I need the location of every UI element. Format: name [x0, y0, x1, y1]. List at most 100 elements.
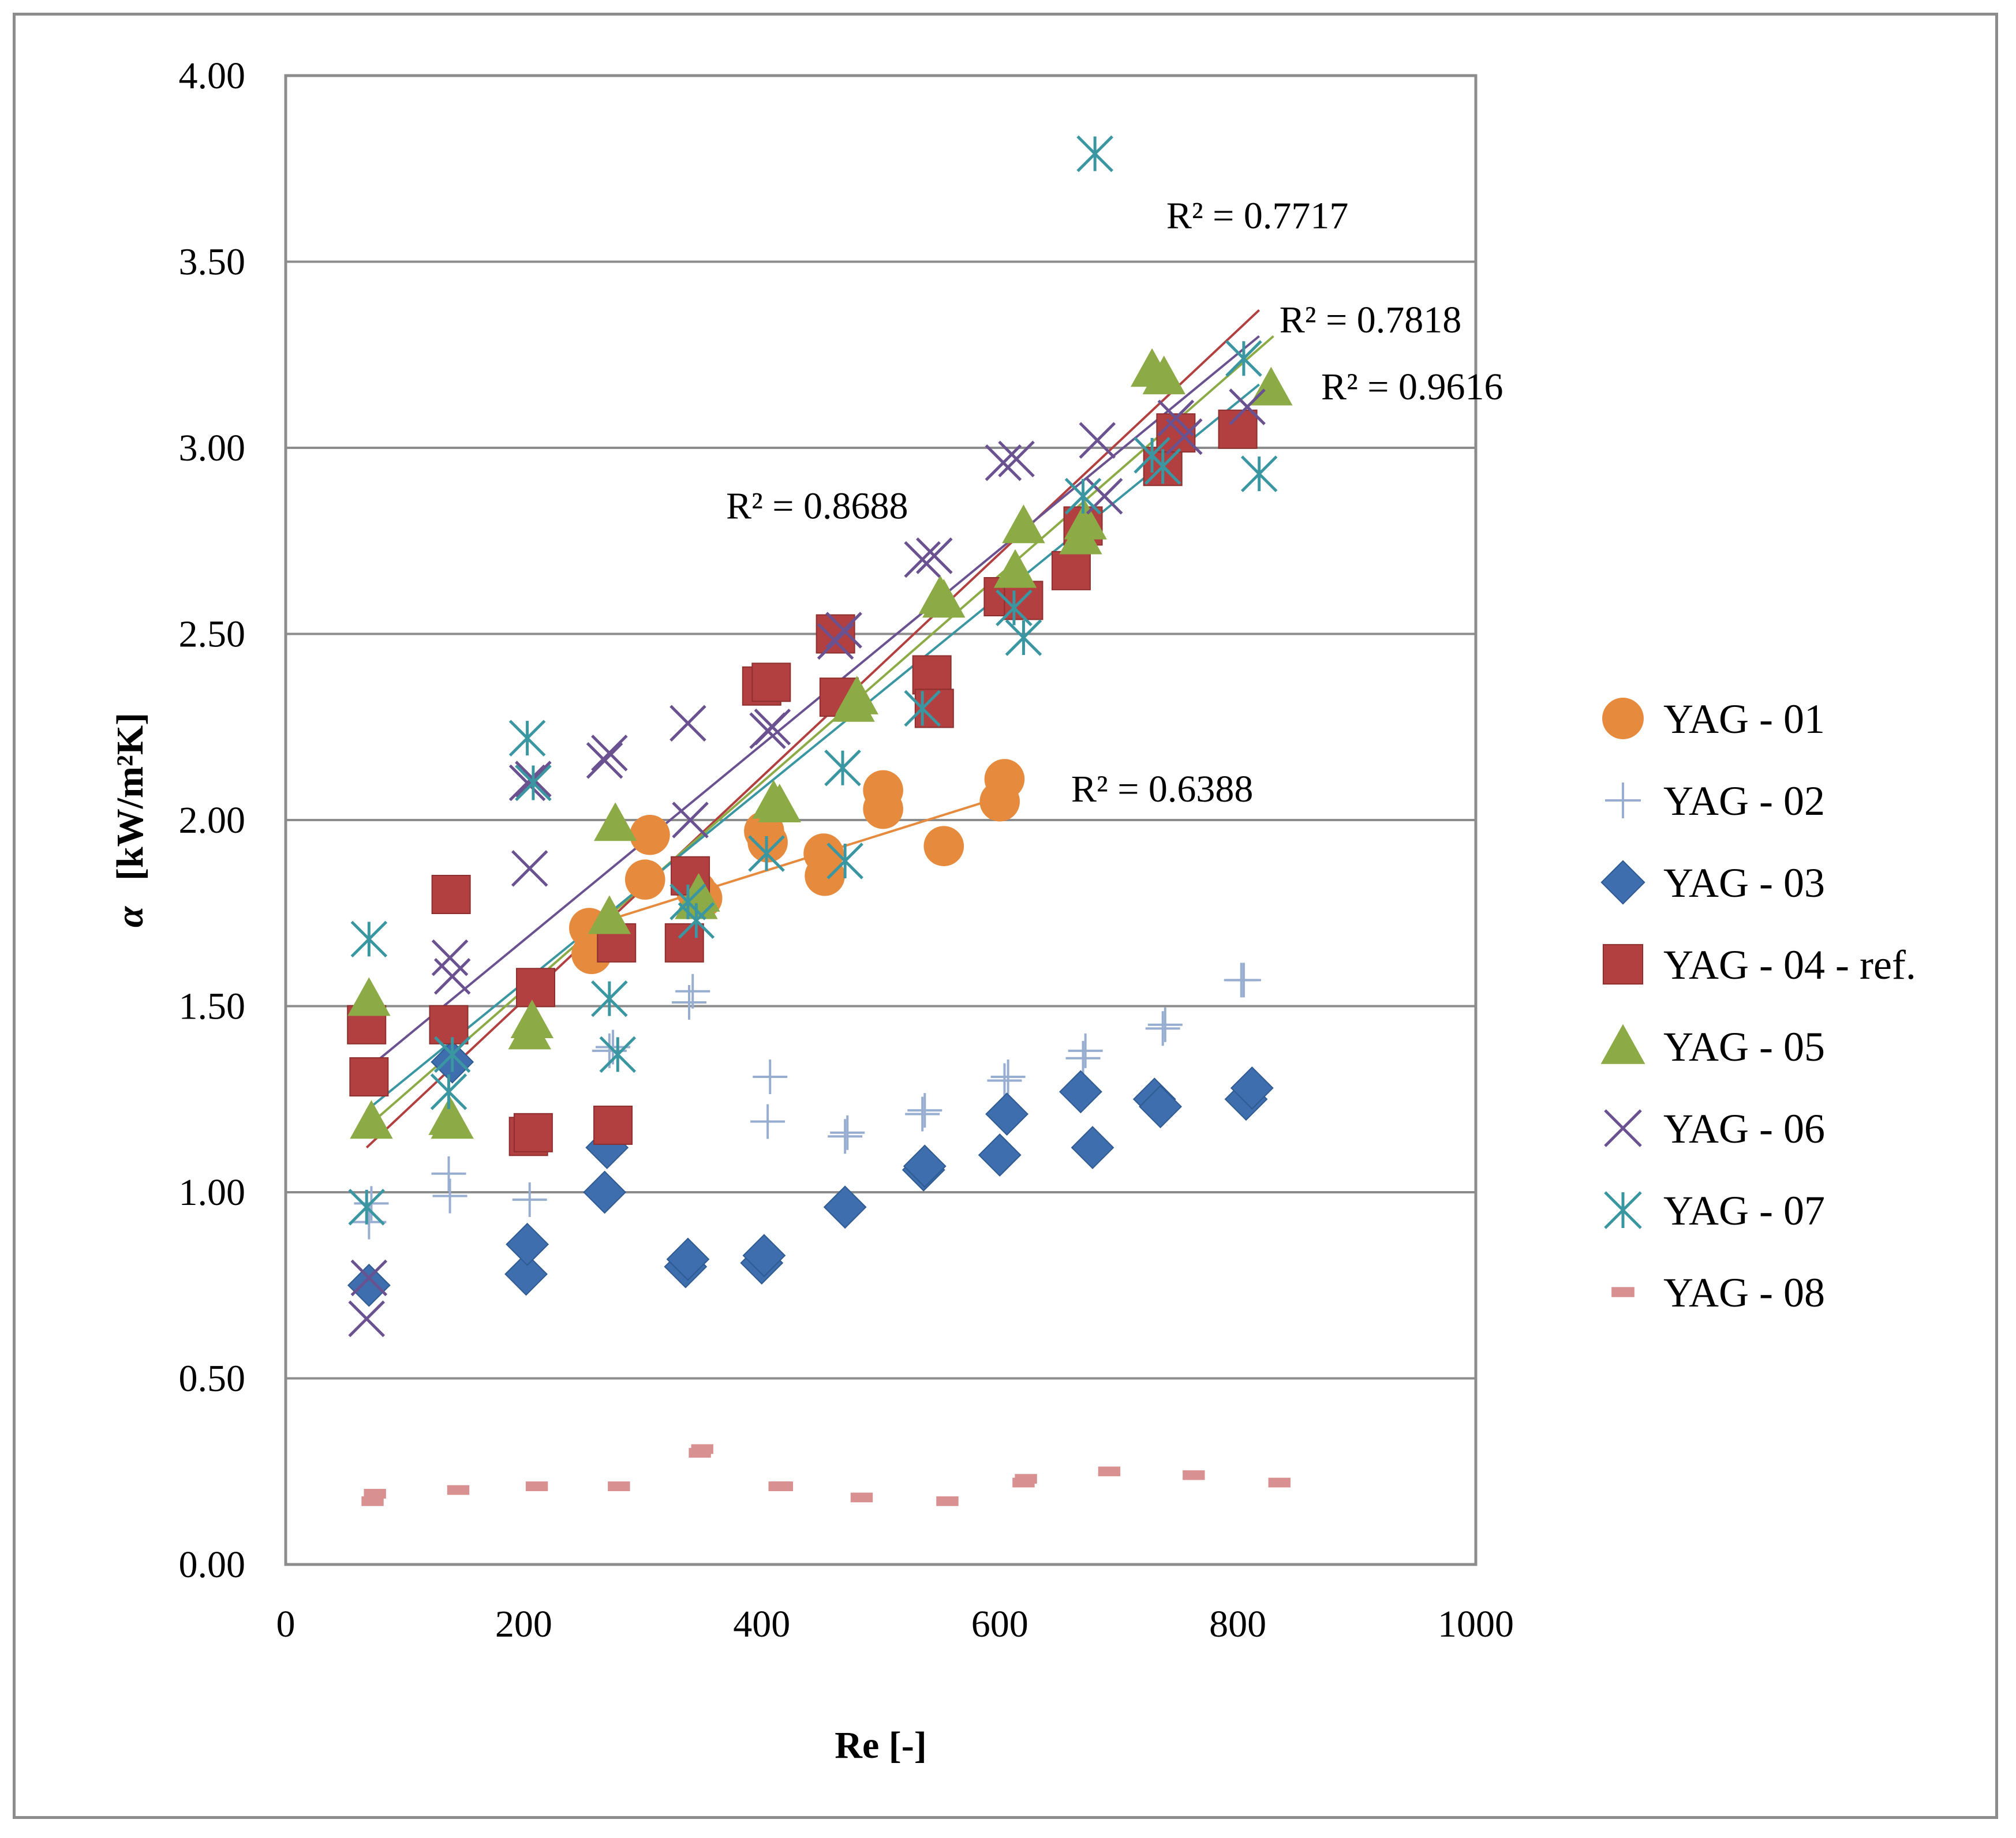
legend-marker [1604, 1109, 1642, 1147]
point-yag-08 [850, 1492, 873, 1503]
legend-marker [1602, 944, 1644, 985]
x-tick-label: 600 [971, 1603, 1028, 1645]
point-yag-02 [1068, 1033, 1103, 1068]
point-yag-06 [672, 802, 709, 838]
point-yag-08 [608, 1481, 630, 1491]
point-yag-07 [1225, 340, 1262, 377]
point-yag-07 [1144, 448, 1181, 485]
point-yag-07 [748, 835, 785, 872]
point-yag-07 [348, 1189, 385, 1226]
point-yag-08 [1268, 1477, 1291, 1488]
point-yag-08 [691, 1444, 713, 1454]
point-yag-06 [669, 705, 706, 742]
point-yag-01 [863, 788, 903, 829]
point-yag-01 [630, 815, 670, 855]
legend-label: YAG - 01 [1663, 696, 1825, 742]
point-yag-07 [824, 749, 861, 787]
point-yag-06 [1166, 418, 1203, 455]
legend-label: YAG - 08 [1663, 1270, 1825, 1316]
legend: YAG - 01 YAG - 02 YAG - 03 YAG - 04 - ref. Y… [1600, 696, 1916, 1316]
legend-marker [1602, 698, 1644, 739]
point-yag-07 [599, 1036, 637, 1073]
point-yag-07 [1064, 478, 1102, 515]
point-yag-07 [678, 902, 715, 939]
gridlines [286, 74, 1476, 1380]
point-yag-07 [904, 690, 941, 727]
point-yag-02 [987, 1063, 1022, 1098]
point-yag-02 [907, 1093, 942, 1128]
point-yag-08 [1015, 1474, 1037, 1484]
point-yag-03 [903, 1144, 947, 1188]
point-yag-07 [508, 720, 546, 757]
point-yag-02 [1226, 963, 1261, 998]
point-yag-03 [742, 1234, 786, 1278]
point-yag-05 [758, 784, 801, 822]
y-axis-symbol: α [109, 905, 151, 927]
point-yag-06 [1229, 388, 1266, 425]
point-yag-06 [754, 708, 791, 746]
point-yag-02 [432, 1178, 467, 1214]
plot-area [284, 74, 1478, 1566]
legend-item-yag-07: YAG - 07 [1604, 1188, 1825, 1234]
point-yag-06 [916, 537, 953, 574]
point-yag-05 [510, 1000, 554, 1039]
point-yag-05 [431, 1100, 474, 1139]
legend-marker [1604, 1191, 1642, 1229]
point-yag-08 [1098, 1466, 1121, 1477]
point-yag-07 [996, 589, 1033, 627]
point-yag-05 [1142, 355, 1185, 395]
y-tick-label: 3.50 [179, 241, 246, 283]
point-yag-03 [823, 1185, 867, 1229]
point-yag-07 [433, 1036, 471, 1073]
legend-label: YAG - 06 [1663, 1106, 1825, 1152]
x-tick-label: 1000 [1438, 1603, 1514, 1645]
point-yag-05 [1002, 504, 1045, 544]
point-yag-06 [591, 735, 628, 772]
point-yag-05 [993, 549, 1037, 588]
legend-marker [1600, 860, 1645, 905]
point-yag-02 [990, 1060, 1026, 1095]
r2-annotation: R² = 0.9616 [1321, 366, 1503, 408]
legend-label: YAG - 07 [1663, 1188, 1825, 1234]
point-yag-03 [978, 1133, 1022, 1177]
legend-item-yag-04-ref: YAG - 04 - ref. [1602, 942, 1916, 988]
chart-svg: 0.00 0.50 1.00 1.50 2.00 2.50 3.00 3.50 4.00 0 20… [109, 55, 1916, 1766]
series-yag-02 [351, 963, 1261, 1240]
trendline-yag-01 [589, 795, 1005, 927]
point-yag-03 [506, 1222, 549, 1266]
point-yag-06 [817, 623, 854, 660]
x-tick-label: 800 [1209, 1603, 1266, 1645]
point-yag-03 [583, 1170, 627, 1214]
point-yag-01 [984, 759, 1025, 799]
point-yag-05 [347, 977, 391, 1016]
point-yag-08 [364, 1489, 386, 1499]
data-markers [347, 135, 1293, 1506]
point-yag-07 [1240, 455, 1278, 492]
point-yag-01 [805, 855, 845, 896]
point-yag-02 [905, 1096, 940, 1132]
point-yag-06 [348, 1300, 385, 1338]
point-yag-02 [675, 974, 710, 1009]
point-yag-03 [504, 1252, 548, 1296]
y-tick-label: 0.50 [179, 1358, 246, 1400]
legend-item-yag-02: YAG - 02 [1605, 778, 1825, 824]
point-yag-04-ref [1051, 551, 1091, 590]
legend-item-yag-01: YAG - 01 [1602, 696, 1825, 742]
x-tick-labels: 0 200 400 600 800 1000 [276, 1603, 1514, 1645]
point-yag-07 [826, 843, 863, 879]
y-tick-label: 0.00 [179, 1544, 246, 1586]
point-yag-06 [1157, 399, 1195, 437]
point-yag-03 [1059, 1070, 1102, 1114]
trendline-yag-04-ref [365, 309, 1261, 1149]
x-axis-title: Re [-] [835, 1724, 926, 1766]
r2-annotation: R² = 0.6388 [1071, 768, 1254, 810]
point-yag-02 [753, 1060, 788, 1095]
legend-item-yag-03: YAG - 03 [1600, 860, 1825, 906]
legend-marker [1611, 1287, 1635, 1297]
point-yag-04-ref [516, 968, 556, 1008]
point-yag-03 [1139, 1085, 1182, 1129]
series-yag-08 [361, 1444, 1291, 1506]
point-yag-05 [1064, 500, 1107, 540]
point-yag-07 [591, 980, 628, 1017]
trendline-yag-06 [365, 335, 1260, 1070]
